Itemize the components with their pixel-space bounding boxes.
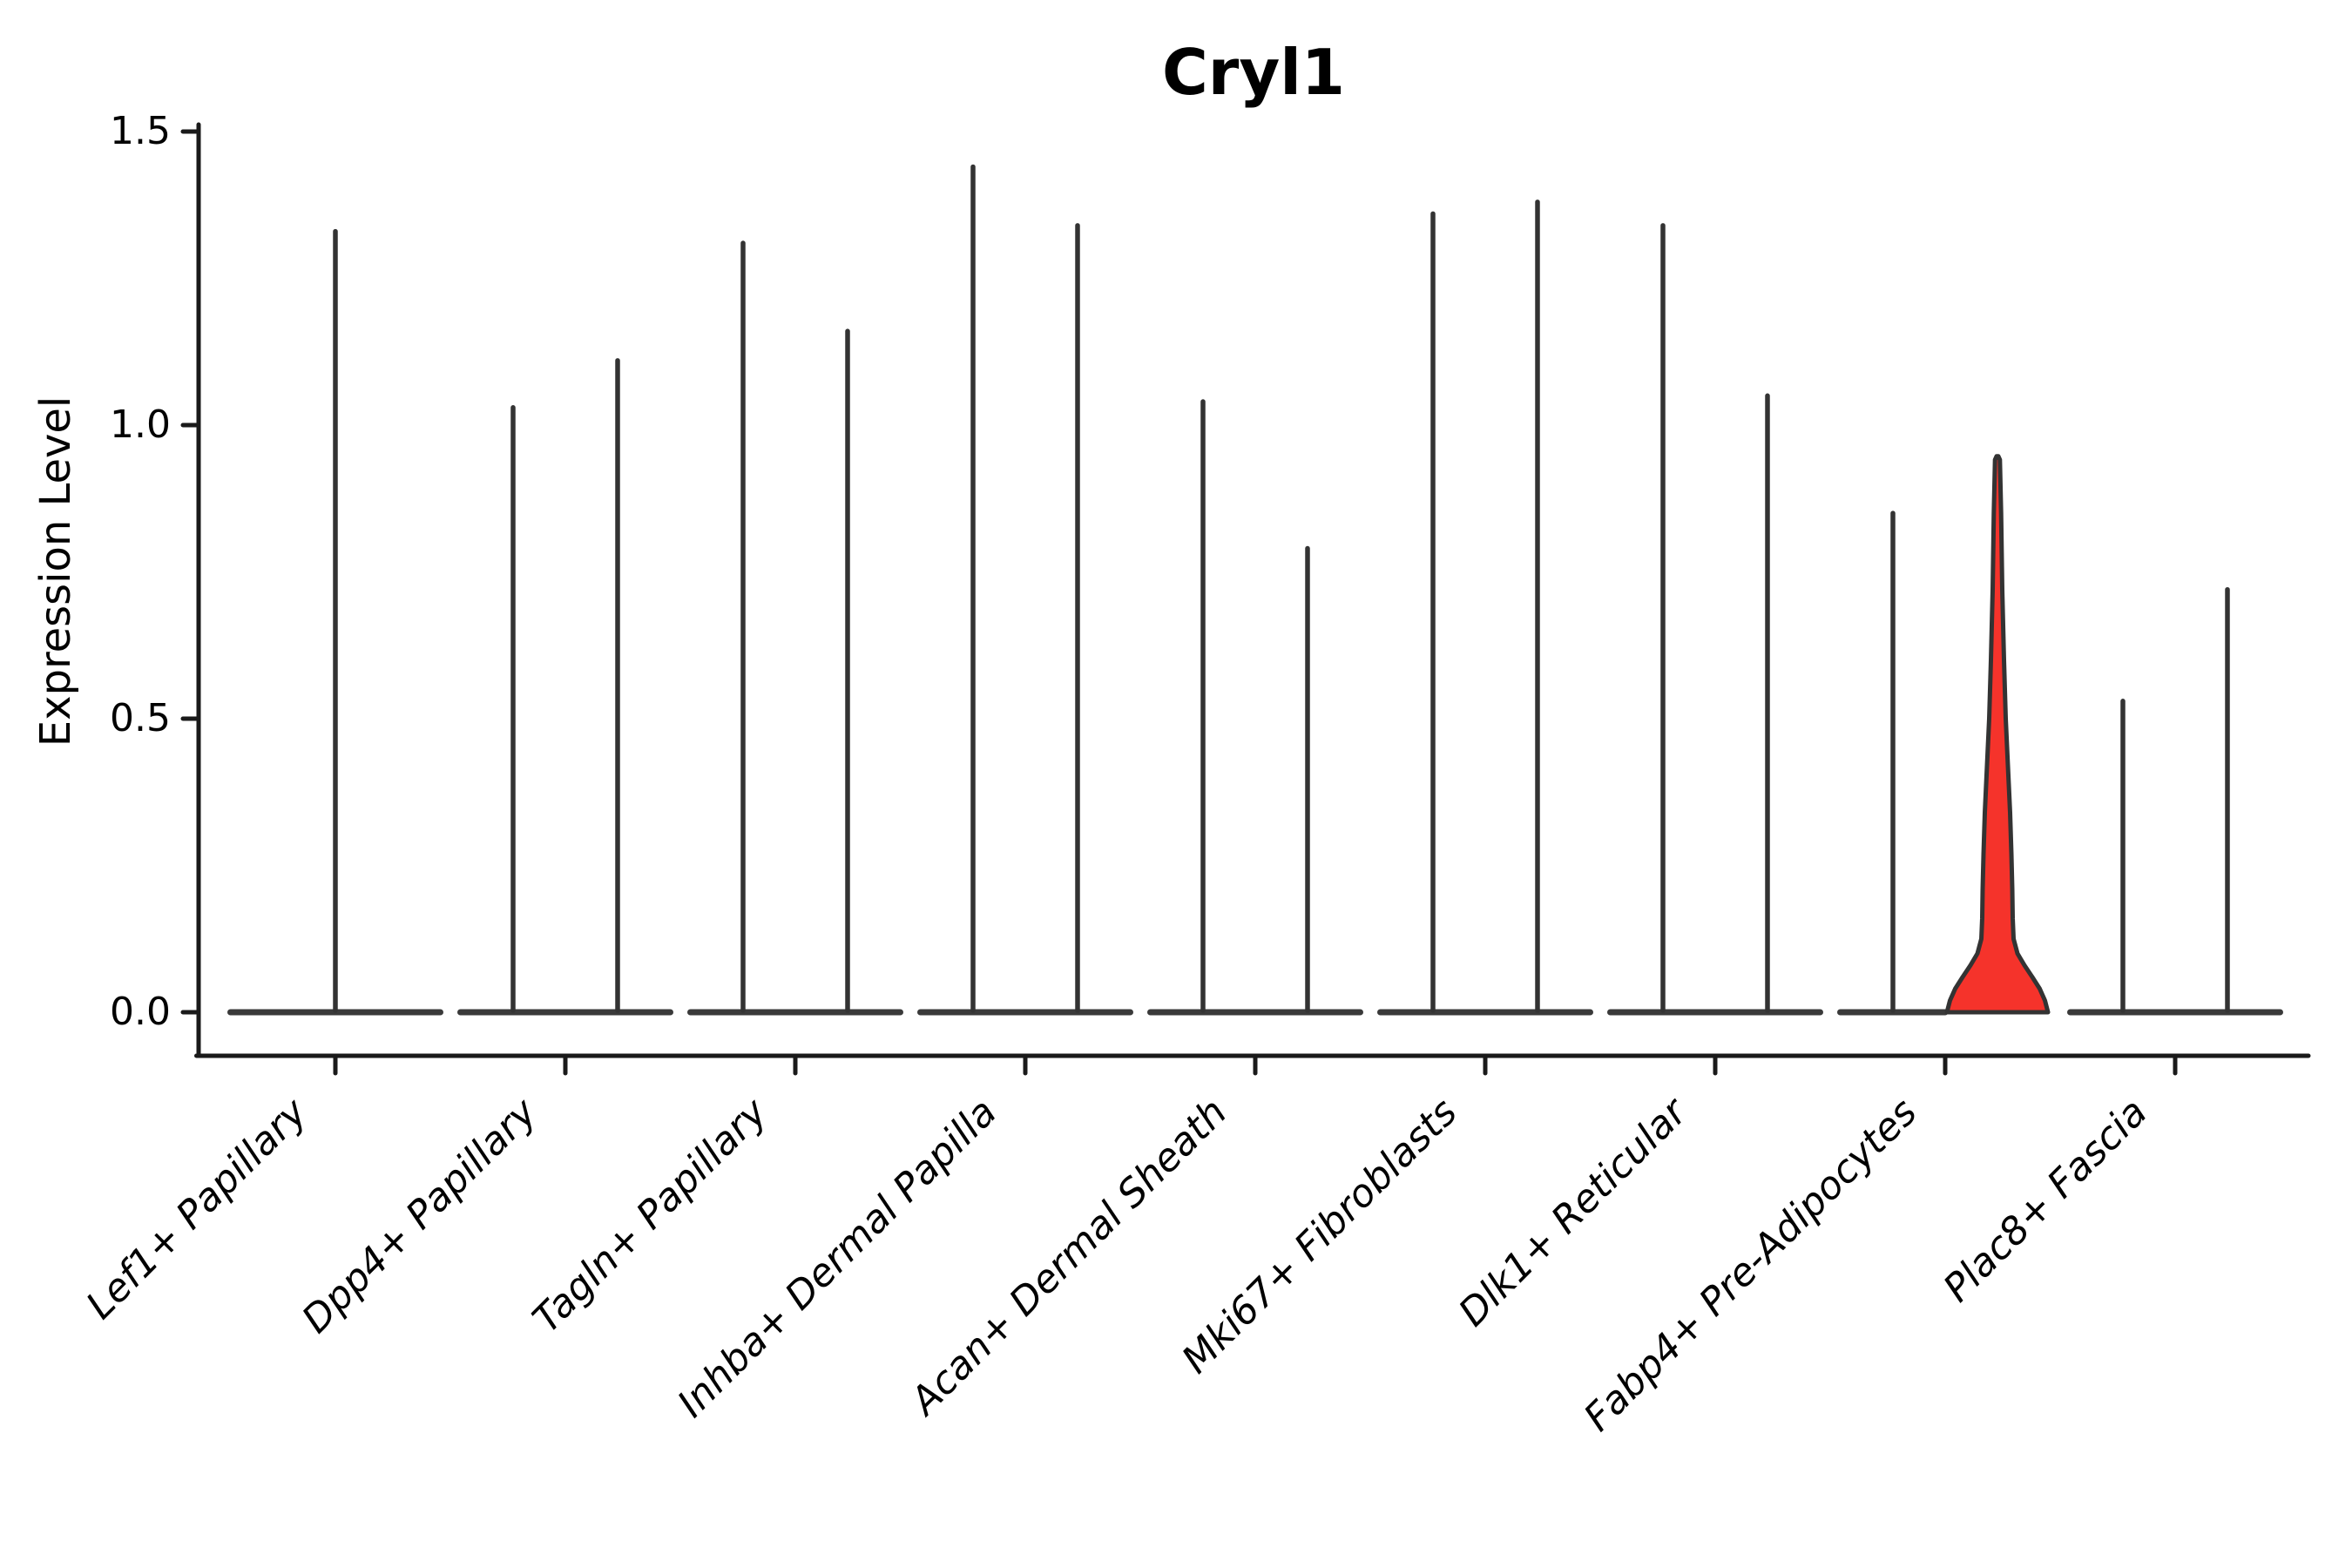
- y-tick-label: 0.0: [110, 990, 171, 1034]
- y-tick-label: 1.0: [110, 402, 171, 447]
- y-tick-label: 0.5: [110, 696, 171, 740]
- chart-title: Cryl1: [1161, 36, 1346, 109]
- y-tick-label: 1.5: [110, 109, 171, 153]
- y-axis-label: Expression Level: [31, 395, 80, 747]
- highlighted-violin: [1944, 454, 2051, 1015]
